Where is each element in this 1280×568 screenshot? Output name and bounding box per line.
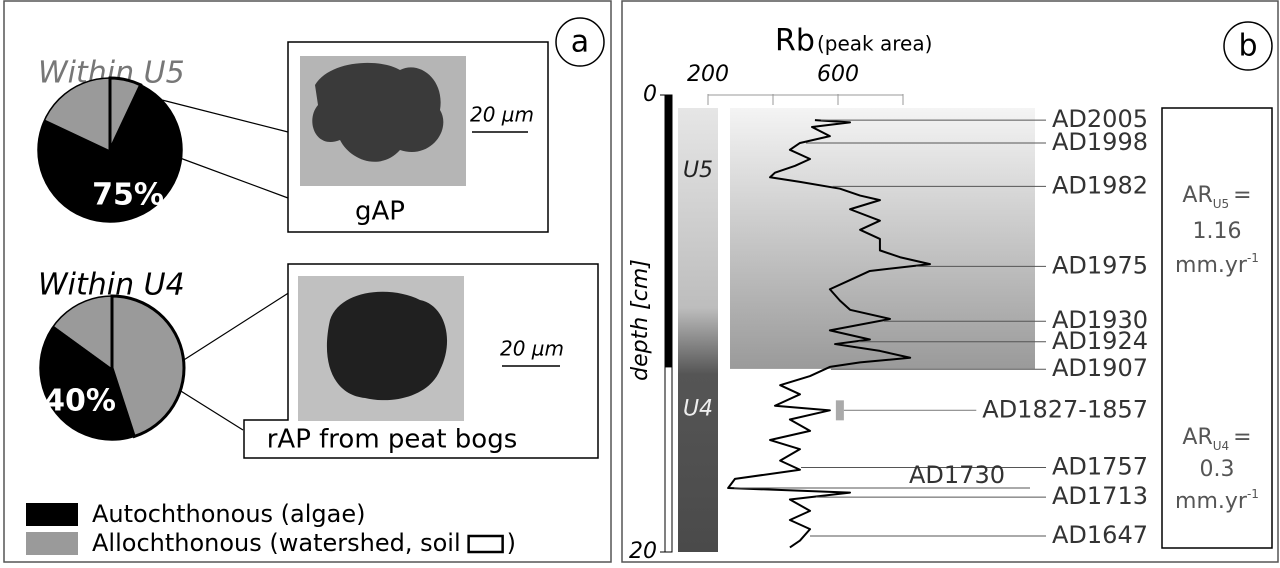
date-label: AD1907 [1052, 354, 1148, 382]
pie-value-label: 40% [44, 384, 116, 419]
x-tick-label: 200 [687, 62, 729, 87]
date-label: AD1982 [1052, 171, 1148, 199]
rate-symbol: AR [1182, 425, 1212, 450]
x-axis-title: Rb [775, 24, 815, 59]
rate-unit: mm.yr [1175, 489, 1248, 514]
panel-label-circle [1223, 21, 1273, 71]
core-image [678, 108, 718, 552]
rate-sub: U4 [1213, 439, 1229, 453]
panel-label-circle [555, 17, 605, 67]
date-label: AD1998 [1052, 128, 1148, 156]
panel-label: b [1238, 29, 1257, 64]
date-label: AD1730 [909, 461, 1005, 489]
rate-value: 0.3 [1200, 457, 1235, 482]
rate-unit: mm.yr-1 [1175, 251, 1259, 279]
unit-bar [664, 366, 673, 553]
unit-bar [664, 94, 673, 368]
date-label: AD2005 [1052, 105, 1148, 133]
rate-label: ARU5 = [1182, 183, 1251, 211]
rate-label: ARU4 = [1182, 425, 1251, 453]
rate-unit: mm.yr [1175, 253, 1248, 278]
legend-label: Allochthonous (watershed, soil [92, 529, 461, 557]
rb-curve [727, 119, 931, 549]
rate-value: 1.16 [1193, 219, 1242, 244]
panel-frame [3, 0, 612, 563]
date-range-marker [835, 400, 844, 421]
micrograph-particle [312, 62, 444, 162]
scale-label: 20 µm [500, 337, 564, 361]
legend-label-end: ) [507, 529, 516, 557]
rate-unit: mm.yr-1 [1175, 487, 1259, 515]
x-tick-label: 600 [817, 62, 859, 87]
panel-frame [621, 0, 1279, 563]
y-axis-title: depth [cm] [628, 259, 653, 381]
pie-value-label: 75% [92, 178, 164, 213]
rate-symbol: AR [1182, 183, 1212, 208]
date-label: AD1930 [1052, 306, 1148, 334]
date-label: AD1757 [1052, 452, 1148, 480]
x-axis-title-note: (peak area) [817, 32, 932, 56]
micrograph-particle [326, 291, 448, 401]
rate-eq: = [1233, 183, 1251, 208]
scale-label: 20 µm [470, 103, 534, 127]
callout-line [161, 99, 289, 133]
callout-line [164, 291, 291, 373]
date-label: AD1827-1857 [982, 395, 1148, 423]
pie-outline [37, 77, 183, 223]
rate-exp: -1 [1247, 251, 1259, 265]
callout-line [179, 157, 289, 199]
panel-label: a [571, 25, 589, 60]
rate-exp: -1 [1247, 487, 1259, 501]
unit-label: U4 [683, 396, 713, 421]
legend-swatch [26, 532, 78, 555]
rate-eq: = [1233, 425, 1251, 450]
rate-sub: U5 [1213, 197, 1229, 211]
date-label: AD1924 [1052, 327, 1148, 355]
rate-box [1161, 107, 1273, 549]
unit-label: U5 [683, 158, 713, 183]
date-label: AD1975 [1052, 251, 1148, 279]
caption: rAP from peat bogs [267, 425, 518, 455]
legend-swatch [26, 503, 78, 526]
zone-shading [730, 108, 1035, 369]
legend-label: Autochthonous (algae) [92, 500, 365, 528]
y-tick-label: 0 [643, 82, 657, 107]
date-label: AD1713 [1052, 482, 1148, 510]
pie-outline [39, 295, 185, 441]
date-label: AD1647 [1052, 521, 1148, 549]
caption: gAP [355, 197, 405, 227]
legend-soil-icon [467, 534, 504, 554]
y-tick-label: 20 [629, 539, 657, 564]
